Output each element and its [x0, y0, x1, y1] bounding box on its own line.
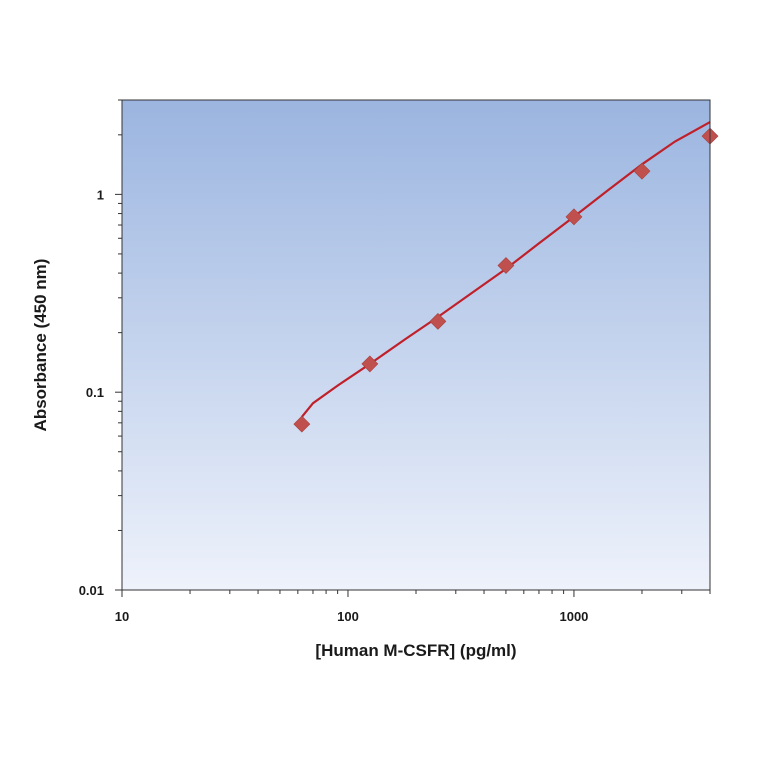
minor-ticks	[118, 99, 711, 594]
data-point	[429, 312, 447, 330]
plot-frame	[121, 99, 711, 591]
data-point	[497, 257, 515, 274]
data-point	[361, 355, 379, 373]
y-axis-title: Absorbance (450 nm)	[31, 259, 50, 432]
x-axis-title: [Human M-CSFR] (pg/ml)	[315, 641, 516, 660]
data-point	[293, 415, 311, 433]
x-tick-label: 10	[115, 609, 129, 624]
y-tick-labels: 0.01 0.1 1	[79, 187, 104, 598]
plot-area	[122, 100, 710, 590]
major-ticks	[115, 193, 575, 597]
x-tick-label: 100	[337, 609, 359, 624]
y-tick-label: 1	[97, 187, 104, 202]
x-tick-labels: 10 100 1000	[115, 609, 589, 624]
x-tick-label: 1000	[559, 609, 588, 624]
data-point	[565, 208, 583, 226]
data-point	[633, 162, 651, 180]
y-tick-label: 0.1	[86, 385, 104, 400]
y-tick-label: 0.01	[79, 583, 104, 598]
